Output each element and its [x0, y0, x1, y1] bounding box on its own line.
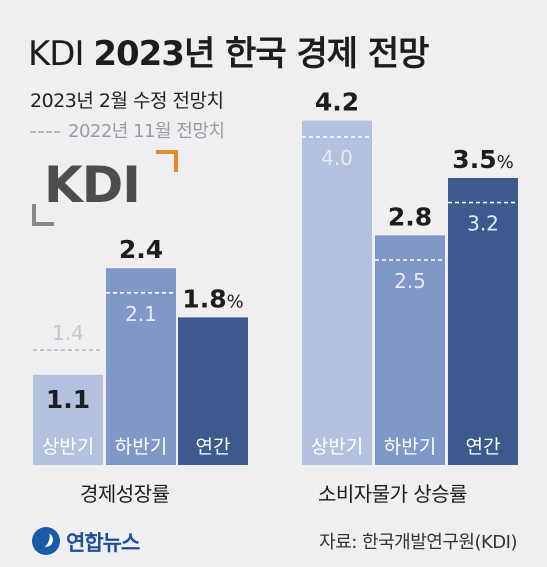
- value-label: 3.5%: [452, 145, 513, 174]
- source-credit: 자료: 한국개발연구원(KDI): [319, 532, 517, 553]
- corner-bracket-icon: [32, 204, 54, 226]
- bar-2-3: [448, 178, 518, 465]
- legend-previous-forecast: 2022년 11월 전망치: [30, 117, 225, 143]
- value-label: 2.4: [119, 235, 163, 264]
- kdi-logo-text: KDI: [44, 156, 141, 214]
- footer: 연합뉴스 자료: 한국개발연구원(KDI): [0, 514, 547, 567]
- bar-2-2: [375, 235, 445, 465]
- group-label-consumer-inflation: 소비자물가 상승률: [318, 482, 468, 506]
- legend-previous-label: 2022년 11월 전망치: [68, 121, 225, 142]
- category-label: 상반기: [42, 436, 94, 458]
- category-label: 연간: [466, 436, 501, 458]
- unit-label: %: [227, 291, 244, 312]
- category-label: 연간: [196, 436, 231, 458]
- title-prefix: KDI: [28, 34, 85, 74]
- previous-forecast-label: 3.2: [467, 212, 499, 236]
- category-label: 하반기: [115, 436, 167, 458]
- bar-1-3: [178, 317, 248, 465]
- group-label-gdp-growth: 경제성장률: [80, 482, 170, 506]
- dashed-line-icon: [30, 131, 60, 133]
- yonhap-emblem-icon: [32, 527, 60, 555]
- corner-bracket-icon: [156, 150, 178, 172]
- legend-current-forecast: 2023년 2월 수정 전망치: [30, 90, 224, 112]
- previous-forecast-label: 4.0: [321, 146, 353, 170]
- value-label: 1.1: [46, 385, 90, 414]
- page-title: KDI 2023년 한국 경제 전망: [28, 26, 429, 75]
- title-main: 2023년 한국 경제 전망: [93, 34, 429, 74]
- category-label: 상반기: [311, 436, 363, 458]
- bar-1-1: [33, 374, 103, 465]
- previous-forecast-label: 1.4: [52, 321, 84, 345]
- bar-2-1: [302, 120, 372, 465]
- previous-forecast-label: 2.1: [125, 302, 157, 326]
- yonhap-logo-text: 연합뉴스: [66, 531, 140, 555]
- unit-label: %: [497, 152, 514, 173]
- bar-1-2: [106, 268, 176, 465]
- kdi-logo: KDI: [30, 150, 180, 230]
- previous-forecast-label: 2.5: [394, 269, 426, 293]
- value-label: 4.2: [315, 88, 359, 117]
- category-label: 하반기: [384, 436, 436, 458]
- value-label: 2.8: [388, 202, 432, 231]
- value-label: 1.8%: [182, 284, 243, 313]
